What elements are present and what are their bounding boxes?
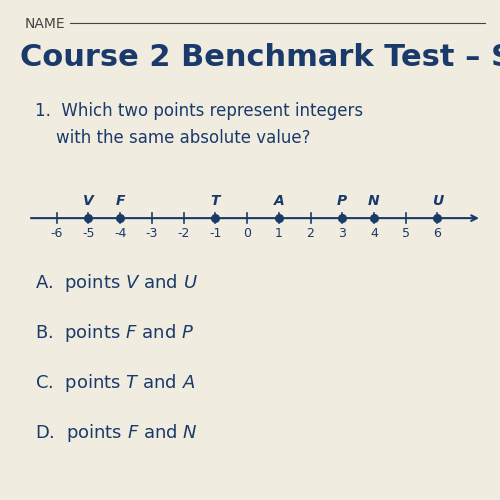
Text: -4: -4 [114,227,126,240]
Text: A.  points $V$ and $U$: A. points $V$ and $U$ [35,272,198,294]
Text: 5: 5 [402,227,409,240]
Text: N: N [368,194,380,207]
Text: 0: 0 [243,227,251,240]
Text: 2: 2 [306,227,314,240]
Text: P: P [337,194,347,207]
Text: B.  points $F$ and $P$: B. points $F$ and $P$ [35,322,194,344]
Text: -2: -2 [178,227,190,240]
Text: Course 2 Benchmark Test – S: Course 2 Benchmark Test – S [20,42,500,71]
Text: A: A [274,194,284,207]
Text: V: V [83,194,94,207]
Text: -1: -1 [209,227,222,240]
Text: T: T [210,194,220,207]
Text: NAME: NAME [25,18,66,32]
Text: -3: -3 [146,227,158,240]
Text: 4: 4 [370,227,378,240]
Text: 3: 3 [338,227,346,240]
Text: -5: -5 [82,227,94,240]
Text: -6: -6 [50,227,63,240]
Text: C.  points $T$ and $A$: C. points $T$ and $A$ [35,372,195,394]
Text: F: F [116,194,125,207]
Text: U: U [432,194,443,207]
Text: D.  points $F$ and $N$: D. points $F$ and $N$ [35,422,198,444]
Text: 1.  Which two points represent integers
    with the same absolute value?: 1. Which two points represent integers w… [35,102,363,147]
Text: 1: 1 [275,227,282,240]
Text: 6: 6 [434,227,442,240]
